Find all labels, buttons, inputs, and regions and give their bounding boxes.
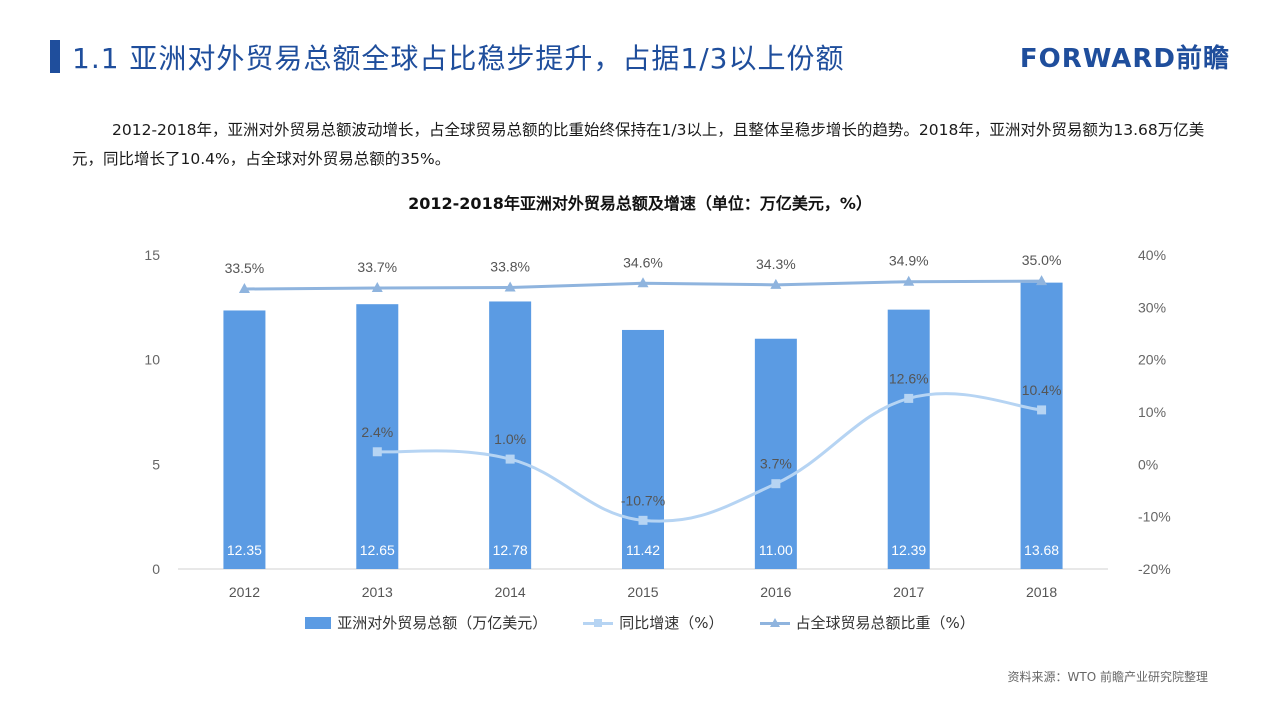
growth-data-label: -10.7%	[621, 492, 665, 508]
share-point	[903, 275, 915, 286]
bar-value-label: 12.65	[360, 542, 395, 558]
legend-growth-swatch	[583, 617, 614, 629]
x-tick-label: 2017	[893, 584, 924, 600]
trade-chart: 0 5 10 15 -20% -10% 0% 10% 20% 30% 40% 2012 2013 2014…	[144, 247, 1171, 600]
growth-data-label: 2.4%	[361, 424, 393, 440]
bar	[489, 301, 532, 569]
bar-value-label: 12.35	[227, 542, 262, 558]
bar-value-label: 13.68	[1024, 542, 1059, 558]
y-left-tick-label: 10	[144, 352, 160, 368]
x-tick-label: 2012	[229, 584, 260, 600]
share-data-label: 33.7%	[357, 259, 397, 275]
legend-share-swatch	[759, 617, 790, 629]
share-point	[637, 277, 649, 288]
growth-data-label: 1.0%	[494, 431, 526, 447]
y-left-tick-label: 5	[152, 456, 160, 472]
brand-logo: FORWARD前瞻	[1019, 44, 1230, 74]
growth-point	[904, 393, 914, 403]
growth-point	[771, 479, 781, 489]
y-right-tick-label: 40%	[1138, 247, 1166, 263]
share-data-label: 35.0%	[1022, 252, 1062, 268]
bar	[1020, 282, 1063, 569]
x-tick-label: 2018	[1026, 584, 1057, 600]
growth-point	[372, 447, 382, 457]
bar	[887, 309, 930, 569]
y-right-tick-label: -10%	[1138, 509, 1171, 525]
bar	[223, 310, 266, 569]
share-data-label: 33.5%	[225, 260, 265, 276]
legend-label-share: 占全球贸易总额比重（%）	[795, 614, 975, 632]
chart-title: 2012-2018年亚洲对外贸易总额及增速（单位：万亿美元，%）	[408, 194, 872, 213]
y-right-tick-label: 10%	[1138, 404, 1166, 420]
bar	[356, 304, 399, 569]
growth-data-label: 3.7%	[760, 456, 792, 472]
growth-data-label: 12.6%	[889, 370, 929, 386]
source-note: 资料来源：WTO 前瞻产业研究院整理	[1007, 670, 1208, 684]
share-data-label: 34.9%	[889, 253, 929, 269]
y-right-tick-label: 0%	[1138, 456, 1158, 472]
x-tick-label: 2014	[495, 584, 526, 600]
bar	[622, 329, 664, 569]
share-data-label: 33.8%	[490, 258, 530, 274]
summary-paragraph: 2012-2018年，亚洲对外贸易总额波动增长，占全球贸易总额的比重始终保持在1…	[72, 121, 1205, 168]
share-point	[1036, 275, 1048, 286]
legend-item-growth: 同比增速（%）	[583, 612, 724, 633]
growth-point	[1037, 405, 1047, 415]
x-tick-label: 2013	[362, 584, 393, 600]
title-accent-bar	[50, 40, 60, 73]
growth-data-label: 10.4%	[1022, 382, 1062, 398]
y-left-tick-label: 15	[144, 247, 160, 263]
growth-point	[638, 515, 648, 525]
page-title: 1.1 亚洲对外贸易总额全球占比稳步提升，占据1/3以上份额	[72, 42, 845, 75]
legend-label-trade-total: 亚洲对外贸易总额（万亿美元）	[337, 614, 548, 632]
chart-legend: 亚洲对外贸易总额（万亿美元） 同比增速（%） 占全球贸易总额比重（%）	[0, 612, 1280, 633]
legend-label-growth: 同比增速（%）	[619, 614, 724, 632]
legend-bar-swatch	[305, 616, 332, 629]
legend-item-share: 占全球贸易总额比重（%）	[759, 612, 975, 633]
bar-value-label: 12.39	[891, 542, 926, 558]
y-right-tick-label: 20%	[1138, 352, 1166, 368]
share-data-label: 34.6%	[623, 254, 663, 270]
growth-line	[377, 392, 1042, 523]
bar	[754, 338, 797, 569]
bar-value-label: 12.78	[493, 542, 528, 558]
bar-value-label: 11.00	[759, 542, 793, 558]
share-point	[770, 278, 782, 289]
y-left-tick-label: 0	[152, 561, 160, 577]
x-tick-label: 2016	[760, 584, 791, 600]
y-right-tick-label: 30%	[1138, 299, 1166, 315]
bar-value-label: 11.42	[626, 542, 660, 558]
share-point	[504, 281, 516, 292]
x-tick-label: 2015	[627, 584, 658, 600]
growth-point	[505, 454, 515, 464]
share-point	[238, 283, 250, 294]
y-right-tick-label: -20%	[1138, 561, 1171, 577]
share-point	[371, 281, 383, 292]
share-data-label: 34.3%	[756, 256, 796, 272]
legend-item-trade-total: 亚洲对外贸易总额（万亿美元）	[305, 612, 547, 633]
